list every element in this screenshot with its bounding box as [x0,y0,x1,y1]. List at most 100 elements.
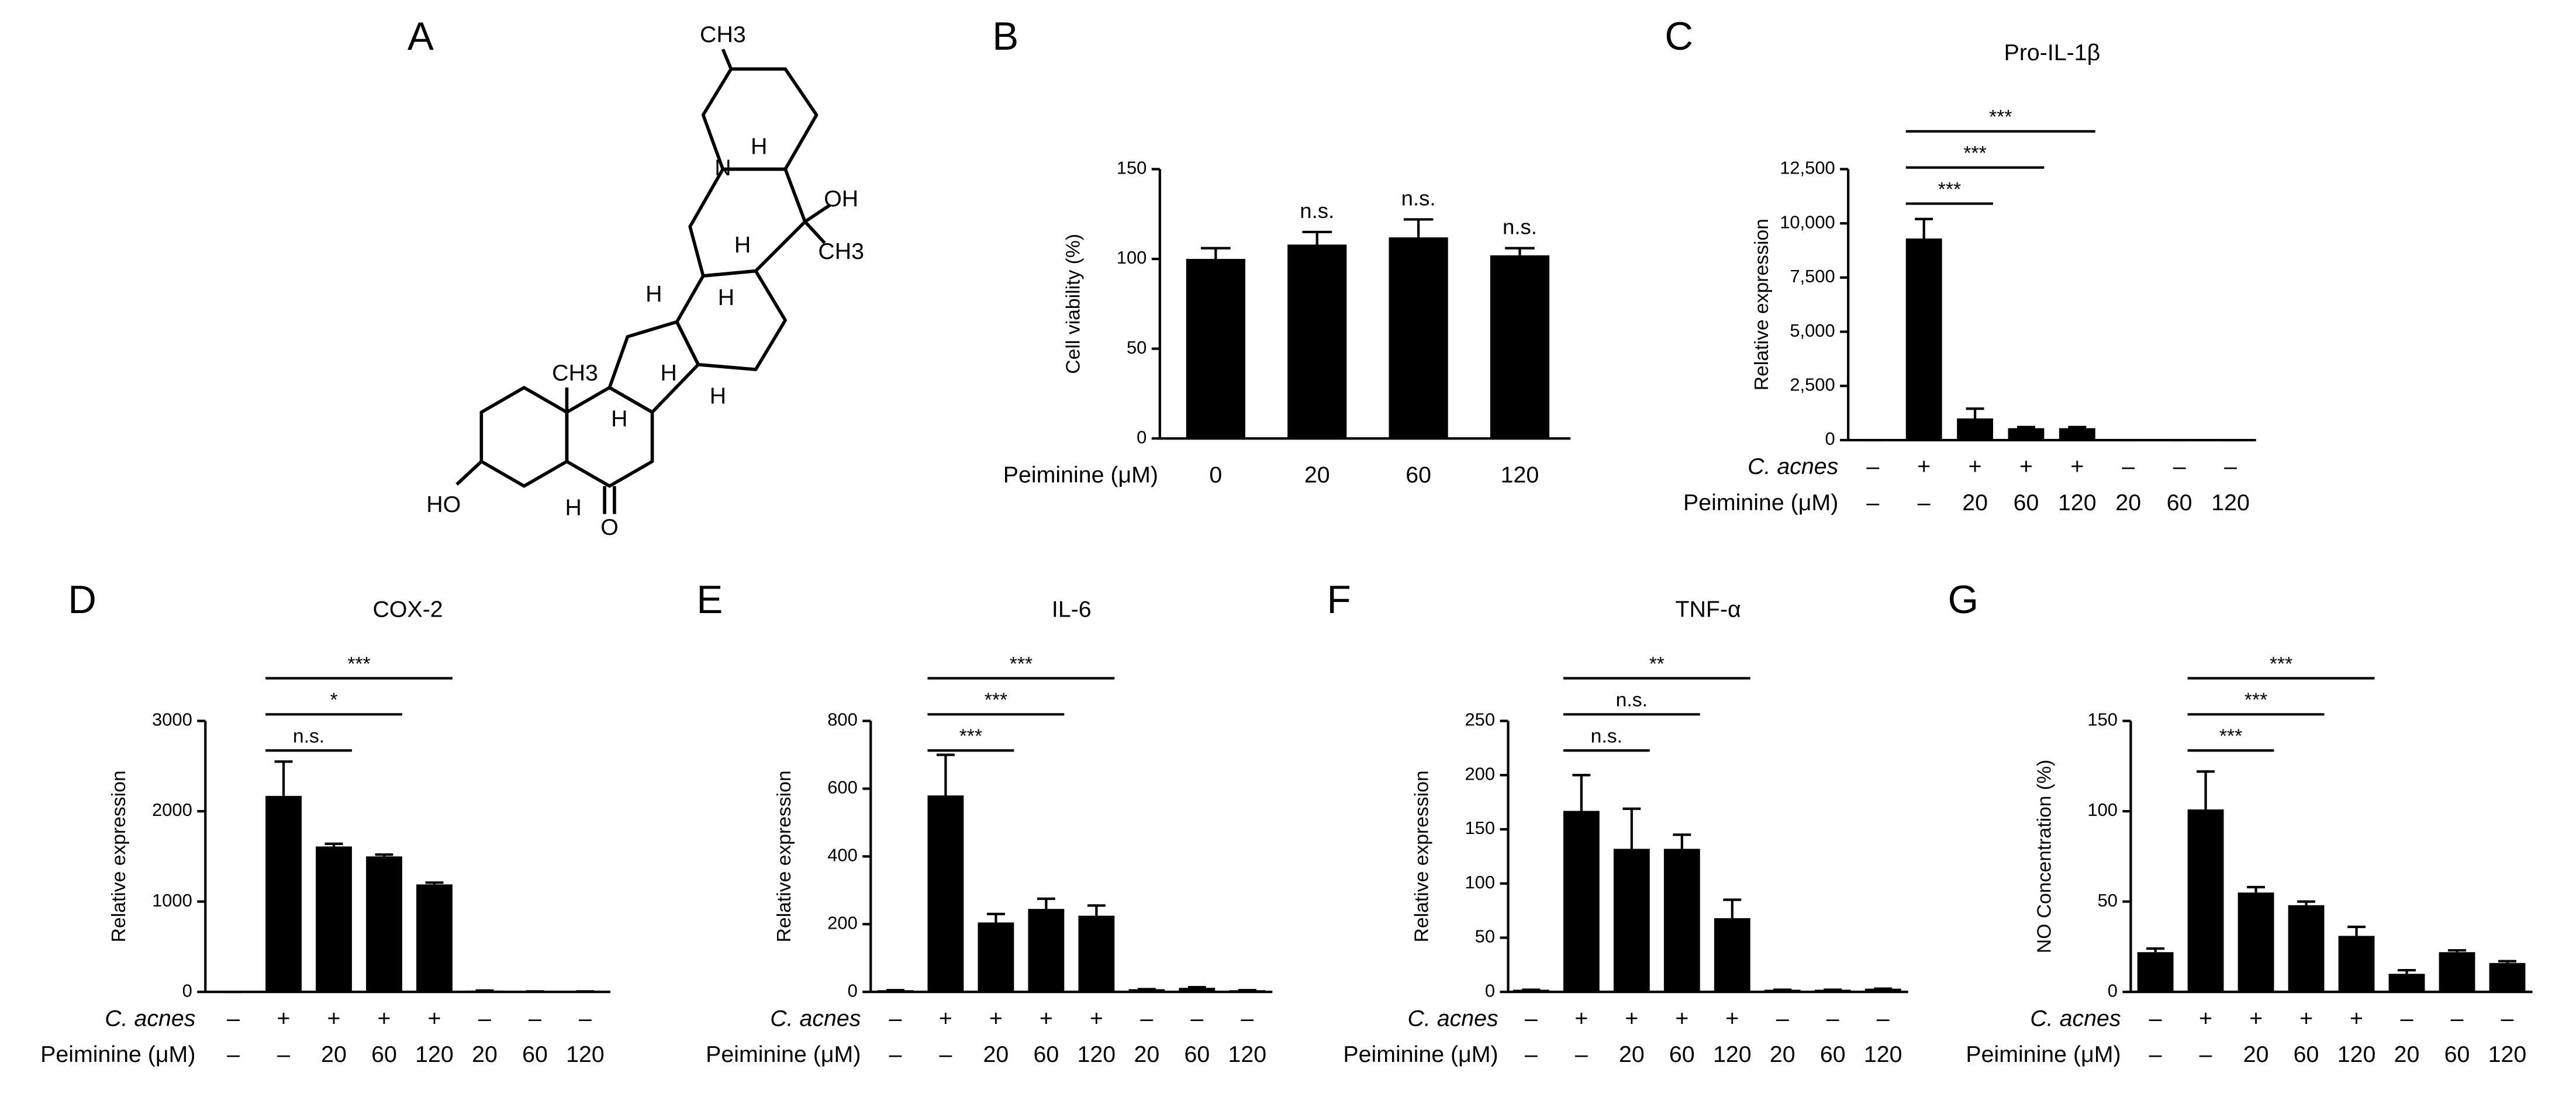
row-cell: – [1826,1005,1839,1031]
y-tick-label: 0 [1137,427,1147,447]
y-tick-label: 0 [182,980,192,1001]
atom: H [710,383,726,409]
row-cell: + [989,1005,1003,1031]
bar [2237,892,2274,992]
bar [2187,809,2224,992]
y-tick-label: 12,500 [1780,158,1835,178]
row-cell: + [2299,1005,2313,1031]
bar [1229,990,1266,992]
x-tick-label: 120 [1501,462,1539,487]
bar [567,991,603,992]
bar [1490,255,1550,439]
atom: CH3 [552,360,598,386]
row-cell: – [529,1005,541,1031]
row-cell: 120 [415,1041,454,1067]
row-cell: + [1040,1005,1053,1031]
atom: H [718,285,734,310]
row-cell: + [378,1005,391,1031]
row-cell: – [889,1041,902,1067]
panel-letter: B [992,15,1018,58]
y-tick-label: 150 [1117,158,1147,178]
row-cell: – [2401,1005,2413,1031]
significance-label: *** [1938,178,1961,200]
y-tick-label: 2,500 [1790,374,1835,394]
bar [1864,988,1901,992]
row-cell: – [579,1005,592,1031]
bar [1814,989,1851,992]
panel-letter: A [408,15,434,58]
bar [1563,811,1600,992]
bar [2059,428,2095,441]
row-cell: + [1090,1005,1103,1031]
row-label: C. acnes [770,1005,861,1031]
row-cell: 20 [2394,1041,2420,1067]
y-tick-label: 10,000 [1780,212,1835,232]
significance-label: n.s. [1503,215,1537,239]
row-cell: + [428,1005,441,1031]
row-label: C. acnes [2030,1005,2121,1031]
significance-label: *** [2270,653,2292,675]
row-cell: + [1917,454,1931,479]
row-cell: 120 [1228,1041,1267,1067]
row-cell: 60 [1820,1041,1846,1067]
significance-label: n.s. [1300,199,1334,223]
row-cell: – [1776,1005,1789,1031]
row-cell: + [2070,454,2084,479]
significance-label: *** [1963,142,1986,164]
y-tick-label: 200 [1465,763,1495,784]
atom: HO [426,492,461,517]
ring [701,67,819,171]
row-cell: + [277,1005,291,1031]
bar [366,856,402,992]
row-cell: – [1866,490,1879,515]
row-cell: – [277,1041,290,1067]
bar [1078,915,1115,992]
atom: CH3 [700,22,746,47]
row-cell: – [939,1041,952,1067]
row-cell: 60 [1184,1041,1210,1067]
significance-label: *** [2244,689,2267,711]
y-tick-label: 150 [2087,710,2118,730]
row-label: C. acnes [1407,1005,1498,1031]
atom: H [645,281,662,307]
y-tick-label: 7,500 [1790,266,1835,286]
y-axis-label: Relative expression [1410,770,1432,942]
structure: A CH3 N H OH CH3 H H H H H H CH3 H HO H … [408,15,864,540]
y-tick-label: 5,000 [1790,320,1835,341]
bar [1028,909,1065,992]
row-cell: – [2149,1041,2162,1067]
row-cell: 20 [1134,1041,1159,1067]
y-axis-label: NO Concentration (%) [2033,760,2055,954]
atom: H [751,133,767,159]
y-tick-label: 2000 [152,800,192,820]
row-cell: 120 [2211,490,2250,515]
atom: H [565,494,581,520]
y-axis-label: Relative expression [773,770,795,942]
bar [2388,974,2425,992]
row-cell: – [2501,1005,2514,1031]
significance-label: *** [1010,653,1033,675]
row-cell: + [327,1005,341,1031]
significance-label: *** [959,725,982,748]
row-cell: 60 [2294,1041,2319,1067]
row-cell: + [2199,1005,2212,1031]
row-cell: – [478,1005,491,1031]
significance-label: *** [985,689,1007,711]
panel-letter: G [1948,578,1978,622]
row-cell: + [1675,1005,1688,1031]
significance-label: n.s. [1591,725,1622,748]
significance-label: * [330,689,337,711]
row-cell: 20 [983,1041,1009,1067]
row-cell: 20 [2243,1041,2269,1067]
y-tick-label: 150 [1465,818,1495,838]
bar [1179,988,1216,992]
y-tick-label: 400 [827,845,858,866]
row-cell: + [1574,1005,1588,1031]
row-cell: 120 [2337,1041,2376,1067]
row-cell: – [1918,490,1931,515]
y-tick-label: 50 [1475,926,1495,947]
row-cell: – [2451,1005,2464,1031]
bar [1389,237,1448,439]
row-cell: 120 [2488,1041,2527,1067]
row-cell: 20 [321,1041,347,1067]
